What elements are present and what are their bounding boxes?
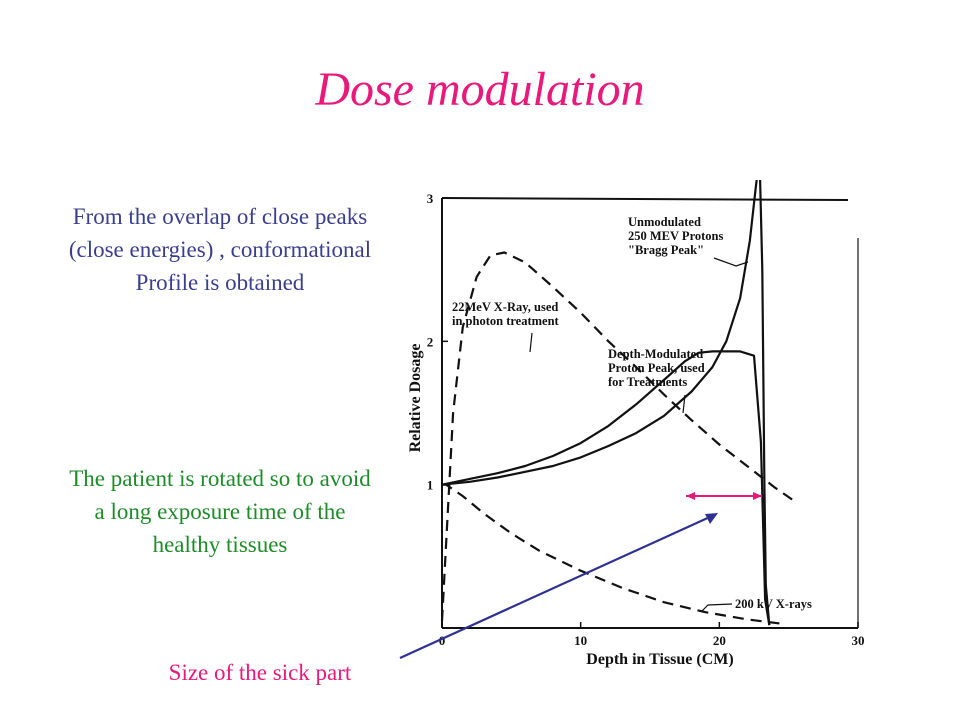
sick-part-label: Size of the sick part (168, 660, 352, 685)
x-tick-label: 10 (574, 633, 587, 648)
xray-22mev-curve (440, 251, 797, 621)
overlap-note: From the overlap of close peaks (close e… (0, 200, 440, 299)
modulated-peak-annotation-line: for Treatments (608, 375, 687, 389)
modulated-peak-annotation-line: Proton Peak, used (608, 361, 705, 375)
sick-part-pointer-line (399, 514, 713, 660)
xray-22mev-annotation-line: 22MeV X-Ray, used (452, 300, 558, 314)
sick-part-arrowhead-right (753, 492, 762, 500)
xray-200kv-pointer (701, 603, 733, 612)
page-title: Dose modulation (315, 63, 645, 116)
dose-depth-chart: 0 10 20 30 1 2 3 Depth in Tissue (CM) Relative D… (399, 180, 865, 668)
sick-part-pointer-arrowhead (705, 513, 718, 524)
xray-22mev-annotation-line: in photon treatment (452, 314, 560, 328)
xray-200kv-annotation-line: 200 kV X-rays (735, 597, 812, 611)
overlap-note-line: From the overlap of close peaks (72, 204, 368, 229)
x-axis-label: Depth in Tissue (CM) (586, 651, 733, 668)
overlap-note-line: Profile is obtained (135, 270, 305, 295)
xray-22mev-pointer (529, 332, 533, 353)
sick-part-arrowhead-left (686, 492, 695, 500)
bragg-peak-annotation-line: 250 MEV Protons (628, 229, 724, 243)
chart-axes: 0 10 20 30 1 2 3 Depth in Tissue (CM) Relative D… (407, 191, 865, 668)
x-tick-label: 0 (439, 633, 446, 648)
modulated-peak-curve (441, 350, 771, 626)
y-tick-label: 1 (427, 478, 434, 493)
chart-series (440, 180, 797, 626)
chart-overlay (399, 492, 762, 660)
xray-200kv-curve (442, 483, 782, 625)
modulated-peak-annotation-line: Depth-Modulated (608, 347, 703, 361)
y-tick-label: 2 (427, 334, 434, 349)
overlap-note-line: (close energies) , conformational (68, 237, 372, 262)
x-tick-label: 30 (852, 633, 865, 648)
bragg-peak-annotation-line: "Bragg Peak" (628, 243, 704, 257)
modulated-peak-pointer (682, 394, 686, 414)
y-tick-label: 3 (427, 191, 434, 206)
top-frame-line (441, 197, 849, 201)
bragg-peak-annotation-line: Unmodulated (628, 215, 701, 229)
y-axis-label: Relative Dosage (407, 344, 424, 453)
rotation-note-line: healthy tissues (152, 532, 288, 557)
rotation-note-line: The patient is rotated so to avoid (69, 466, 371, 491)
rotation-note-line: a long exposure time of the (94, 499, 346, 524)
rotation-note: The patient is rotated so to avoid a lon… (0, 462, 440, 561)
x-tick-label: 20 (713, 633, 726, 648)
bragg-peak-curve (441, 180, 771, 626)
bragg-peak-pointer (713, 257, 749, 267)
